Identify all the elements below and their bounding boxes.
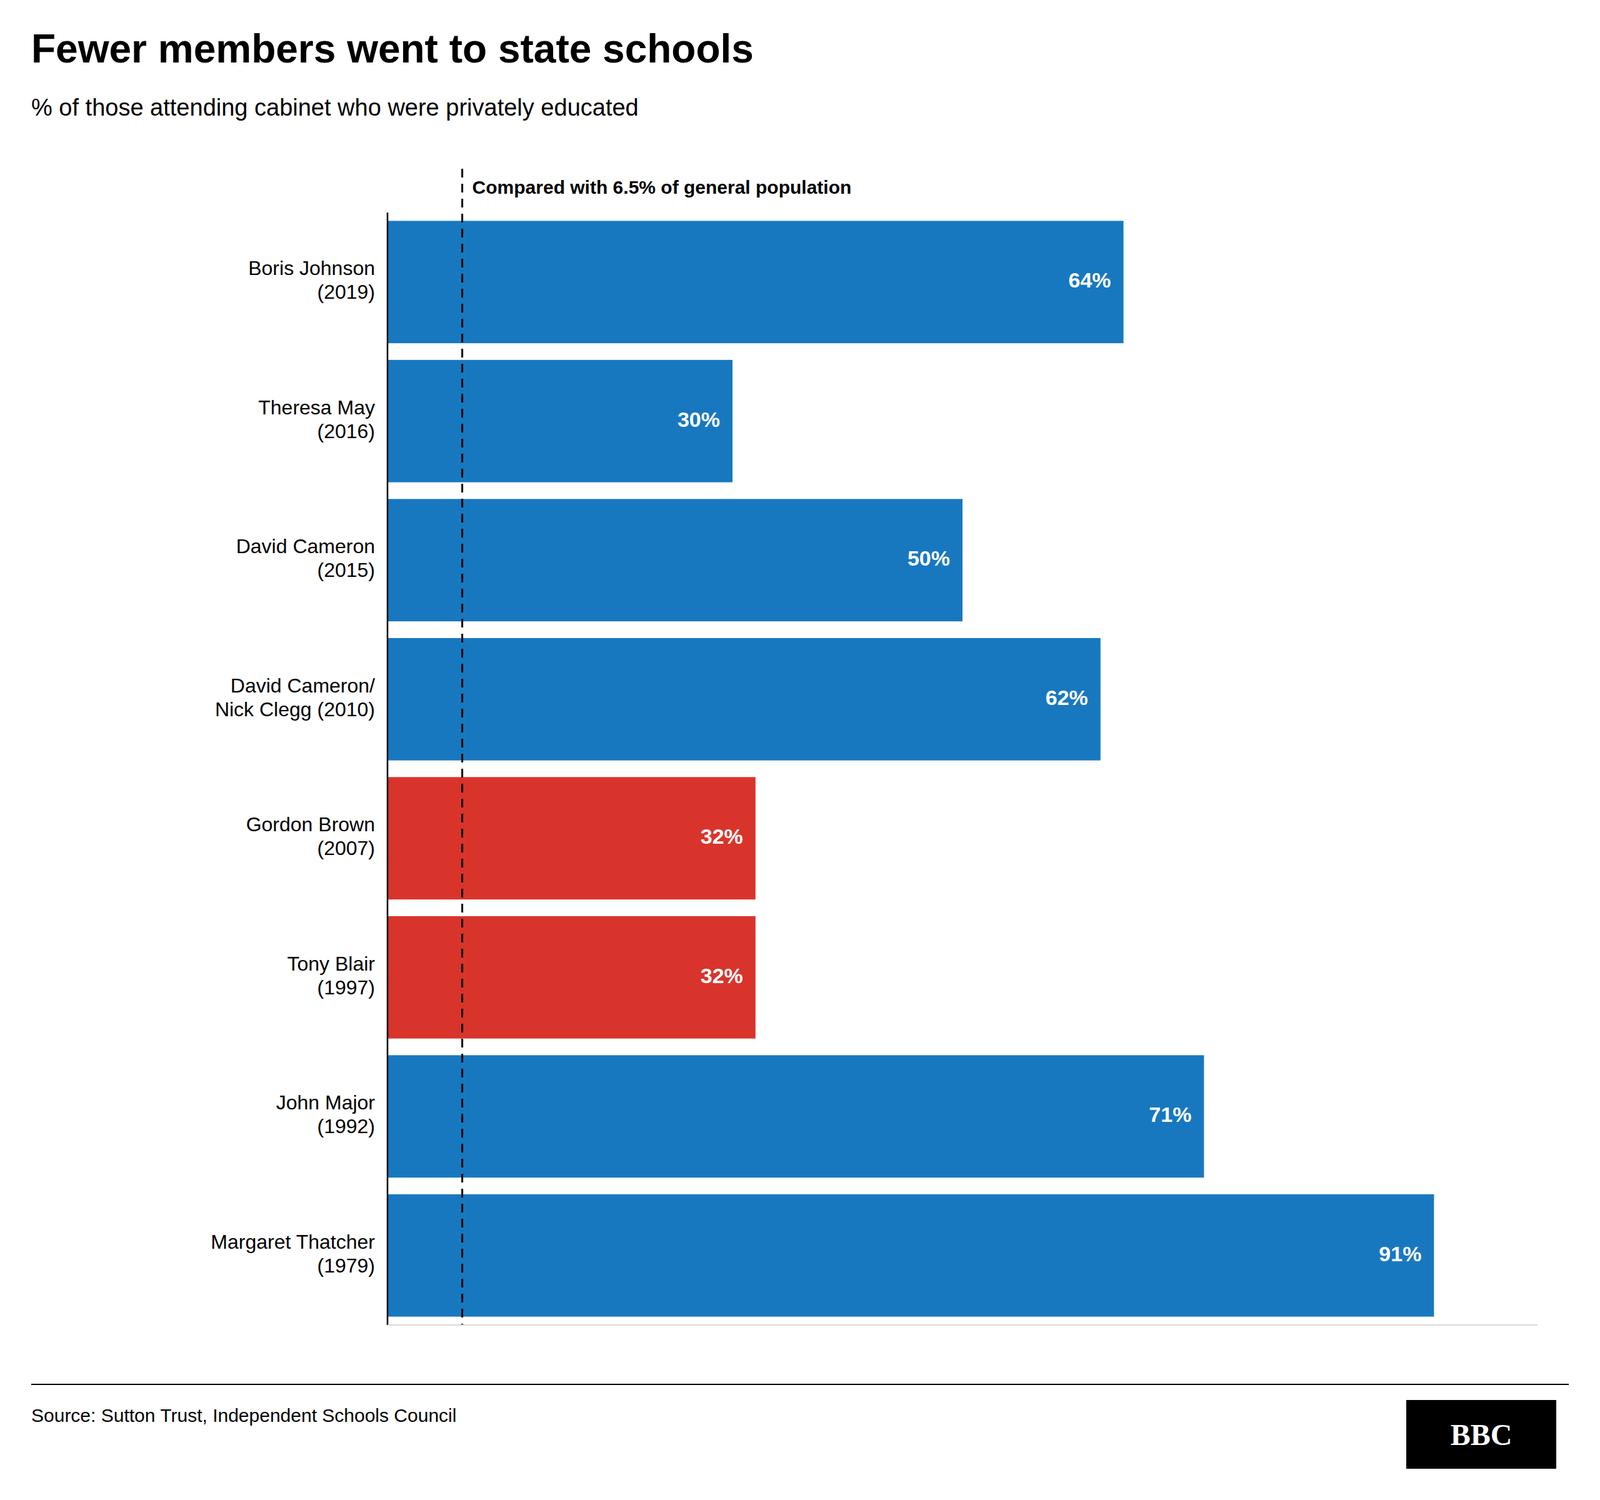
category-label-line: Gordon Brown [246,813,375,837]
title: Fewer members went to state schools [31,26,754,72]
background [0,0,1600,1500]
category-label-line: Tony Blair [287,952,376,975]
chart-container: Fewer members went to state schools % of … [0,0,1600,1500]
bar [387,360,733,483]
category-label: David Cameron(2015) [236,535,375,582]
category-label-line: David Cameron/ [230,674,375,697]
logo-box [1406,1400,1557,1469]
category-label-line: Boris Johnson [248,257,375,280]
bar [387,220,1124,344]
data-label: 62% [1045,685,1089,710]
data-label: 32% [700,824,744,849]
bar [387,1194,1434,1317]
bar [387,638,1101,761]
category-label-line: (2007) [317,837,376,860]
category-label: David Cameron/Nick Clegg (2010) [215,674,375,721]
category-label-line: (2019) [317,281,376,304]
bar [387,916,756,1039]
category-label: Margaret Thatcher(1979) [210,1230,375,1277]
category-label-line: (1992) [317,1115,376,1139]
data-label: 30% [677,407,720,432]
subtitle: % of those attending cabinet who were pr… [31,94,639,121]
separator [31,1383,1569,1385]
plot-area [387,220,1434,1317]
data-label: 91% [1378,1241,1422,1266]
data-label: 71% [1148,1102,1192,1127]
y-axis-line [386,212,389,1325]
category-label: John Major(1992) [276,1091,376,1139]
annotation: Compared with 6.5% of general population [472,176,852,198]
bar [387,1055,1204,1178]
category-label-line: (1979) [317,1254,376,1277]
category-label-line: John Major [276,1091,376,1115]
category-label: Tony Blair(1997) [287,952,376,999]
category-label-line: (2016) [317,420,376,443]
category-label: Theresa May(2016) [258,396,375,443]
data-label: 64% [1068,268,1112,292]
category-label: Gordon Brown(2007) [246,813,375,860]
category-label-line: Nick Clegg (2010) [215,698,375,721]
source: Source: Sutton Trust, Independent School… [31,1405,457,1426]
reference-line [461,168,464,1325]
data-label: 50% [907,546,950,570]
category-label-line: (2015) [317,559,376,582]
x-axis-line [387,1324,1538,1326]
category-label-line: Theresa May [258,396,375,419]
category-label-line: Margaret Thatcher [210,1230,375,1254]
bar [387,776,756,900]
category-label-line: (1997) [317,976,376,999]
bar [387,498,963,622]
logo: BBC [1450,1418,1513,1452]
category-label: Boris Johnson(2019) [248,257,375,304]
category-label-line: David Cameron [236,535,375,559]
data-label: 32% [700,963,744,988]
chart-svg: Fewer members went to state schools % of … [0,0,1600,1500]
